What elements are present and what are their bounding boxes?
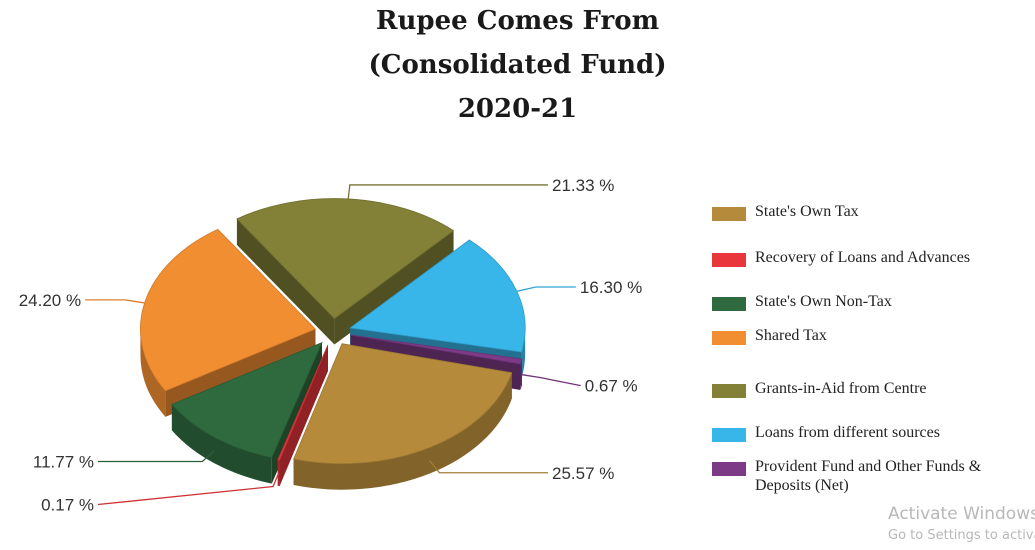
pie-slice-side xyxy=(293,372,512,490)
legend-label: Grants-in-Aid from Centre xyxy=(755,380,927,397)
pie-slice-side xyxy=(520,359,522,391)
data-label-6: 0.67 % xyxy=(585,377,638,396)
legend-label: Loans from different sources xyxy=(755,424,940,441)
pie-slice-wall xyxy=(236,218,335,345)
legend-swatch xyxy=(712,384,746,398)
legend-swatch xyxy=(712,331,746,345)
pie-chart: 25.57 % 0.17 % 11.77 % 24.20 % 21.33 % 16.30 … xyxy=(19,176,643,515)
leader-line-2 xyxy=(98,449,216,463)
legend-swatch xyxy=(712,253,746,267)
pie-slice-top-3 xyxy=(140,228,317,392)
legend-label: Provident Fund and Other Funds & Deposit… xyxy=(755,458,982,494)
pie-slice-top-4 xyxy=(236,198,455,320)
leader-line-1 xyxy=(97,472,280,506)
leader-line-3 xyxy=(85,299,145,304)
legend-swatch xyxy=(712,428,746,442)
data-label-2: 11.77 % xyxy=(33,452,94,471)
pie-slice-1 xyxy=(277,344,328,487)
legend-label: State's Own Tax xyxy=(755,203,859,220)
data-labels: 25.57 % 0.17 % 11.77 % 24.20 % 21.33 % 16.30 … xyxy=(19,176,643,515)
pie-slice-top-6 xyxy=(350,334,523,365)
chart-title-line-3: 2020-21 xyxy=(457,94,578,124)
pie-slices xyxy=(140,198,526,490)
watermark-line-1: Activate Windows xyxy=(888,504,1035,524)
leader-line-5 xyxy=(516,286,576,292)
legend-label: Shared Tax xyxy=(755,327,827,344)
legend-label: Recovery of Loans and Advances xyxy=(755,249,971,266)
pie-slice-top-5 xyxy=(349,239,526,353)
data-label-4: 21.33 % xyxy=(552,176,614,195)
pie-slice-top-1 xyxy=(277,344,329,461)
leader-line-0 xyxy=(428,460,548,474)
chart-title-line-1: Rupee Comes From xyxy=(375,6,660,36)
leader-line-4 xyxy=(347,184,548,199)
leader-line-6 xyxy=(521,373,581,387)
legend-swatch xyxy=(712,297,746,311)
watermark-line-2: Go to Settings to activate Windows. xyxy=(888,528,1035,543)
pie-slice-side xyxy=(277,459,280,487)
pie-slice-wall xyxy=(277,344,328,486)
legend-label: State's Own Non-Tax xyxy=(755,293,892,310)
legend-swatch xyxy=(712,207,746,221)
pie-slice-wall xyxy=(334,230,454,345)
legend-swatch xyxy=(712,462,746,476)
pie-slice-top-0 xyxy=(293,343,513,465)
pie-slice-side xyxy=(140,329,166,417)
data-label-5: 16.30 % xyxy=(580,278,642,297)
data-label-3: 24.20 % xyxy=(19,291,81,310)
data-label-1: 0.17 % xyxy=(41,496,94,515)
pie-slice-side xyxy=(171,404,272,484)
data-label-0: 25.57 % xyxy=(552,464,614,483)
pie-slice-top-2 xyxy=(171,341,323,459)
pie-slice-4 xyxy=(236,218,454,345)
chart-title-line-2: (Consolidated Fund) xyxy=(368,50,667,80)
